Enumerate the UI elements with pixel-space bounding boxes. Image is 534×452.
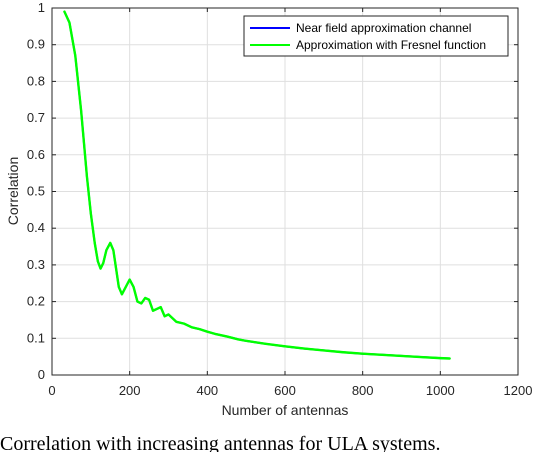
figure-caption: Correlation with increasing antennas for… [0, 433, 441, 452]
legend: Near field approximation channel Approxi… [243, 15, 509, 57]
y-tick-label: 0.4 [27, 220, 45, 235]
x-tick-label: 0 [48, 383, 55, 398]
series-line-fresnel [63, 10, 451, 360]
y-tick-label: 0.2 [27, 294, 45, 309]
x-tick-label: 1000 [426, 383, 455, 398]
y-tick-label: 0.7 [27, 110, 45, 125]
x-tick-label: 600 [274, 383, 296, 398]
y-tick-label: 0 [38, 367, 45, 382]
axis-ticks: 0 200 400 600 800 1000 1200 0 0.1 0.2 0.3 0.4 0.5 0.6… [27, 0, 533, 398]
x-tick-label: 200 [119, 383, 141, 398]
x-tick-label: 400 [196, 383, 218, 398]
y-tick-label: 0.9 [27, 37, 45, 52]
x-axis-label: Number of antennas [222, 402, 349, 418]
y-tick-label: 0.8 [27, 73, 45, 88]
legend-label-near-field: Near field approximation channel [296, 21, 471, 35]
series-lines [63, 10, 451, 360]
correlation-chart: 0 200 400 600 800 1000 1200 0 0.1 0.2 0.3 0.4 0.5 0.6… [5, 0, 533, 418]
legend-box [243, 15, 509, 57]
y-axis-label: Correlation [5, 157, 21, 225]
y-tick-label: 1 [38, 0, 45, 15]
y-tick-label: 0.1 [27, 330, 45, 345]
y-tick-label: 0.6 [27, 147, 45, 162]
x-tick-label: 1200 [504, 383, 533, 398]
y-tick-label: 0.5 [27, 184, 45, 199]
legend-label-fresnel: Approximation with Fresnel function [296, 38, 486, 52]
x-tick-label: 800 [352, 383, 374, 398]
y-tick-label: 0.3 [27, 257, 45, 272]
